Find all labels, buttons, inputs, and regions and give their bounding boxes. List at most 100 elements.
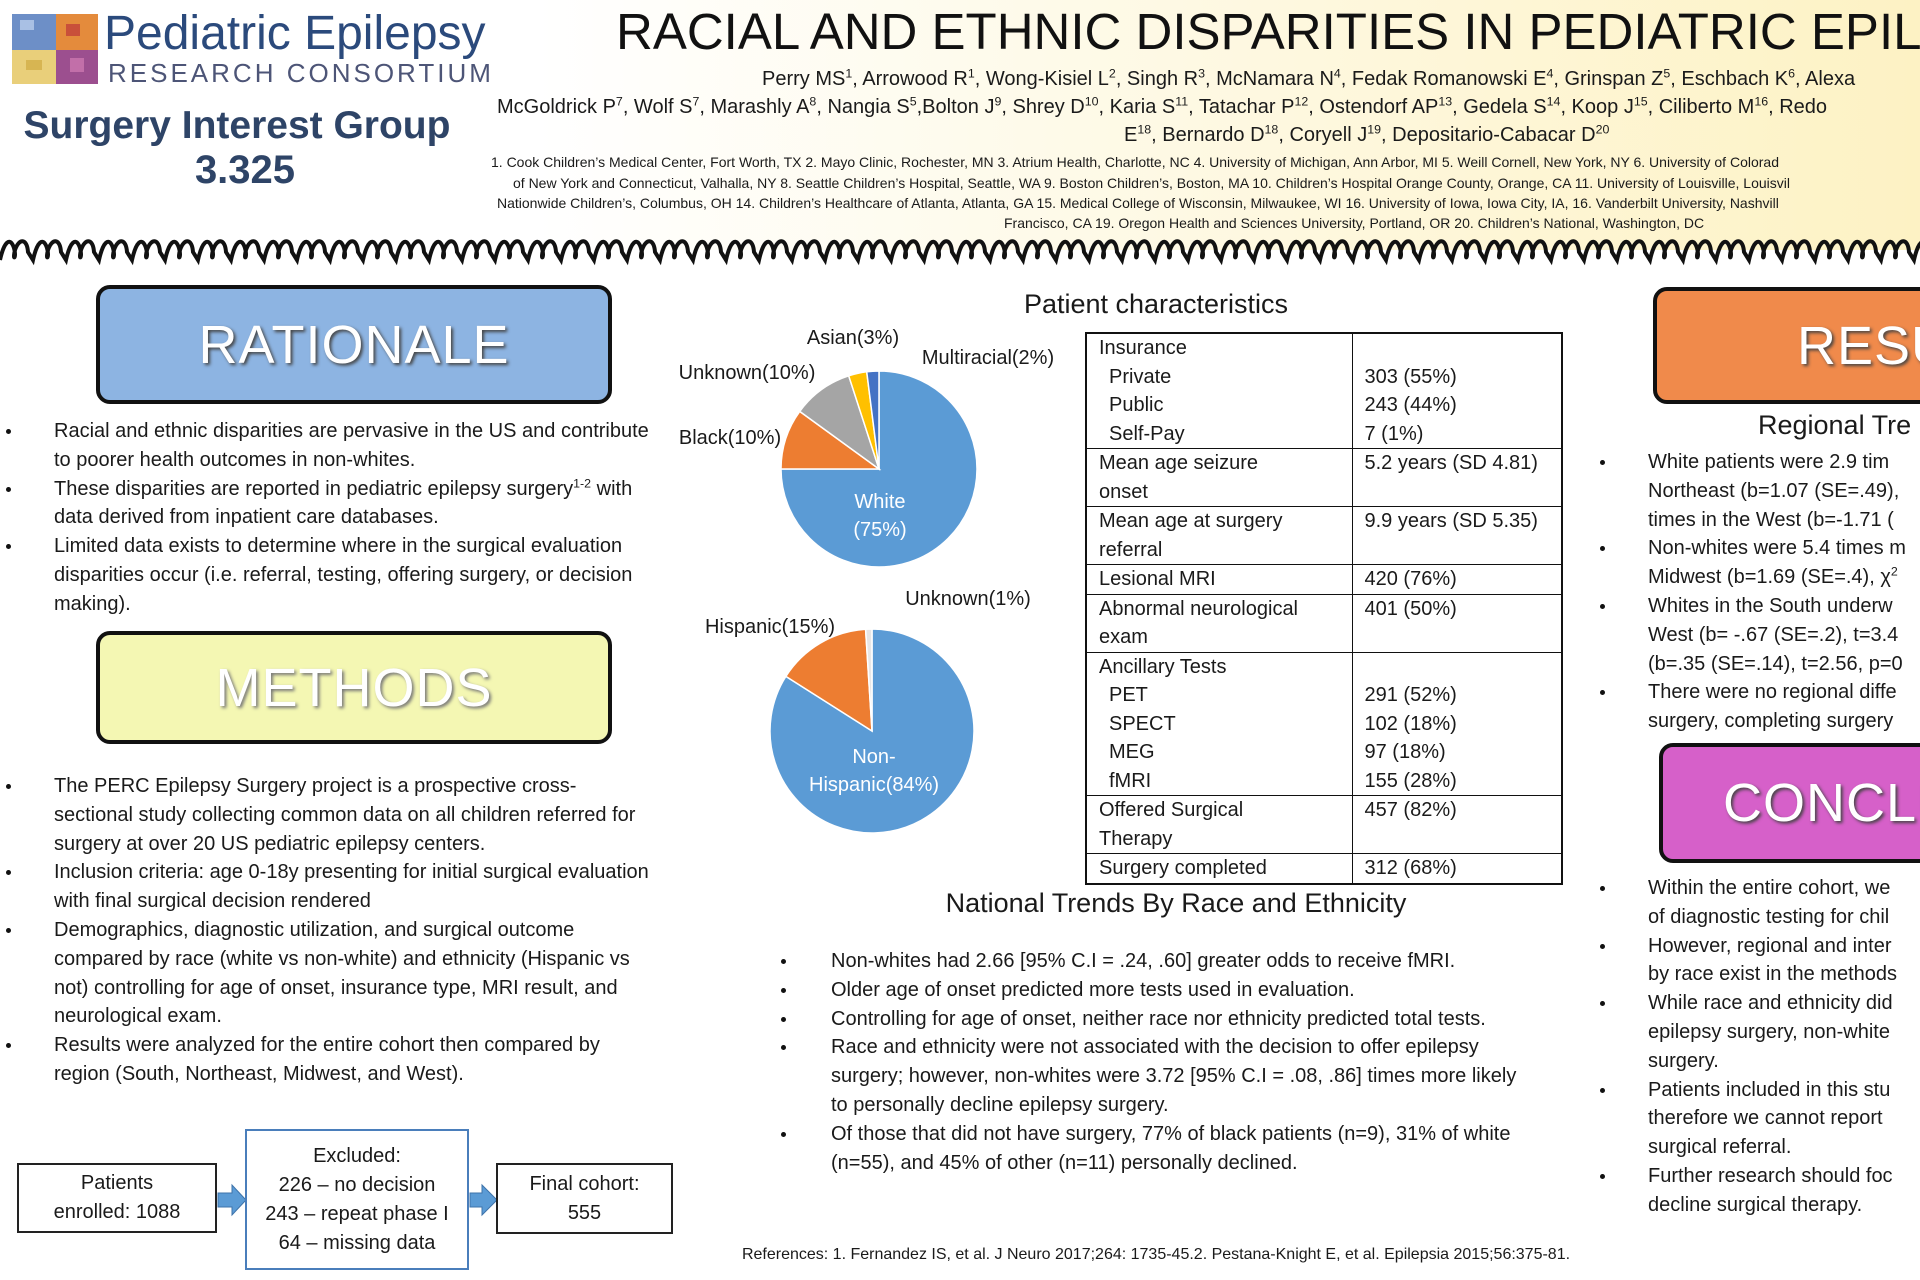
- bullet-line: Midwest (b=1.69 (SE=.4), χ2: [1648, 563, 1920, 592]
- author-sup: 10: [1084, 94, 1099, 109]
- bullet: Limited data exists to determine where i…: [6, 532, 654, 618]
- bullet-text: However, regional and inter: [1648, 934, 1892, 957]
- author-sup: 13: [1438, 94, 1453, 109]
- item-value: 102 (18%): [1364, 712, 1457, 735]
- item-label: SPECT: [1109, 712, 1176, 735]
- bullet-text: These disparities are reported in pediat…: [54, 477, 574, 500]
- author: , Nangia S: [816, 96, 910, 118]
- national-title: National Trends By Race and Ethnicity: [945, 888, 1407, 918]
- bullet: Within the entire cohort, we of diagnosti…: [1600, 874, 1920, 932]
- poster-title: RACIAL AND ETHNIC DISPARITIES IN PEDIATR…: [616, 3, 1920, 60]
- author-sup: 9: [994, 94, 1002, 109]
- bullet-line: Whites in the South underw: [1648, 592, 1920, 621]
- logo-subtitle: RESEARCH CONSORTIUM: [108, 58, 494, 88]
- row-value: 312 (68%): [1364, 857, 1457, 879]
- table-row: Abnormal neurological exam 401 (50%): [1085, 593, 1563, 653]
- conclusions-list: Within the entire cohort, we of diagnosti…: [1600, 874, 1920, 1220]
- table-row: Mean age at surgery referral 9.9 years (S…: [1085, 506, 1563, 565]
- bullet-text: with data derived from inpatient care da…: [54, 477, 633, 529]
- pie-label: Multiracial(2%): [922, 344, 1054, 372]
- row-label-cell: Lesional MRI: [1085, 564, 1353, 595]
- author-sup: 15: [1633, 94, 1648, 109]
- author-line: McGoldrick P7, Wolf S7, Marashly A8, Nan…: [497, 94, 1827, 119]
- flow-final: Final cohort: 555: [496, 1163, 673, 1234]
- bullet-line: There were no regional diffe: [1648, 678, 1920, 707]
- bullet-line: therefore we cannot report: [1648, 1104, 1920, 1133]
- results-list: White patients were 2.9 tim Northeast (b=…: [1600, 448, 1920, 736]
- author-sup: 1: [845, 66, 853, 81]
- bullet-text: Of those that did not have surgery, 77% …: [831, 1122, 1511, 1174]
- author-sup: 16: [1754, 94, 1769, 109]
- author-sup: 11: [1175, 94, 1189, 109]
- bullet: The PERC Epilepsy Surgery project is a p…: [6, 772, 654, 858]
- bullet-text: Non-whites had 2.66 [95% C.I = .24, .60]…: [831, 950, 1456, 972]
- author: E: [1124, 124, 1138, 146]
- author-sup: 18: [1264, 122, 1279, 137]
- bullet-text: Patients included in this stu: [1648, 1078, 1891, 1101]
- table-row: Ancillary Tests PET SPECT MEG fMRI 291 (52%) 1…: [1085, 651, 1563, 796]
- bullet-line: epilepsy surgery, non-white: [1648, 1018, 1920, 1047]
- bullet-text: Non-whites were 5.4 times m: [1648, 537, 1906, 560]
- author-sup: 2: [1108, 66, 1116, 81]
- pie-label: Unknown(1%): [905, 585, 1031, 613]
- author: , Wolf S: [622, 96, 693, 118]
- bullet-line: However, regional and inter: [1648, 932, 1920, 961]
- table-row: Offered Surgical Therapy 457 (82%): [1085, 795, 1563, 854]
- bullet-text: surgery, completing surgery: [1648, 710, 1894, 733]
- bullet-line: Northeast (b=1.07 (SE=.49),: [1648, 477, 1920, 506]
- methods-heading: METHODS: [96, 631, 612, 744]
- author: , Singh R: [1115, 68, 1199, 90]
- row-value-cell: 401 (50%): [1351, 593, 1563, 653]
- row-label-cell: Ancillary Tests PET SPECT MEG fMRI: [1085, 651, 1353, 796]
- author-sup: 19: [1367, 122, 1382, 137]
- affiliation-line: 1. Cook Children’s Medical Center, Fort …: [491, 154, 1779, 170]
- affiliation-line: Francisco, CA 19. Oregon Health and Scie…: [1004, 215, 1705, 231]
- item-label: fMRI: [1109, 769, 1152, 792]
- author: , Wong-Kisiel L: [974, 68, 1109, 90]
- bullet-text: therefore we cannot report: [1648, 1107, 1883, 1130]
- pie-label-value: (10%): [762, 362, 816, 384]
- affiliation-line: of New York and Connecticut, Valhalla, N…: [513, 175, 1791, 191]
- author-sup: 18: [1137, 122, 1152, 137]
- row-label-cell: Mean age seizure onset: [1085, 448, 1353, 507]
- bullet-text: Limited data exists to determine where i…: [54, 535, 633, 615]
- pie-label: Hispanic(15%): [705, 613, 835, 641]
- author: , Shrey D: [1001, 96, 1085, 118]
- rationale-list: Racial and ethnic disparities are pervas…: [6, 417, 654, 619]
- bullet-text: of diagnostic testing for chil: [1648, 905, 1890, 928]
- author-line: E18, Bernardo D18, Coryell J19, Deposita…: [1124, 122, 1610, 147]
- bullet-text: Race and ethnicity were not associated w…: [831, 1036, 1517, 1116]
- pie-label-value: (3%): [856, 327, 900, 349]
- pie-label-category: Multiracial: [921, 347, 1012, 369]
- bullet-text: White patients were 2.9 tim: [1648, 451, 1890, 473]
- flow-enrolled: Patients enrolled: 1088: [17, 1163, 217, 1233]
- bullet-line: (b=.35 (SE=.14), t=2.56, p=0: [1648, 650, 1920, 679]
- row-label: Offered Surgical Therapy: [1099, 799, 1244, 850]
- pie-slice: [780, 370, 978, 568]
- item-value: 7 (1%): [1364, 422, 1424, 445]
- author: , Eschbach K: [1670, 68, 1789, 90]
- flow-line: Final cohort:: [529, 1172, 640, 1195]
- bullet-text: decline surgical therapy.: [1648, 1193, 1863, 1216]
- pie-label-value: (84%): [885, 774, 940, 796]
- author-sup: 20: [1595, 122, 1610, 137]
- bullet-text: surgical referral.: [1648, 1136, 1792, 1159]
- bullet-text: Within the entire cohort, we: [1648, 877, 1891, 899]
- author-sup: 1: [967, 66, 975, 81]
- bullet-text: Midwest (b=1.69 (SE=.4), χ: [1648, 566, 1891, 589]
- bullet-text: (b=.35 (SE=.14), t=2.56, p=0: [1648, 652, 1903, 675]
- author: Perry MS: [762, 68, 846, 90]
- table-row: Mean age seizure onset 5.2 years (SD 4.81…: [1085, 448, 1563, 507]
- flow-line: enrolled: 1088: [53, 1201, 181, 1223]
- row-label: Mean age at surgery referral: [1099, 510, 1283, 561]
- bullet-text: Northeast (b=1.07 (SE=.49),: [1648, 479, 1900, 502]
- bullet-text: There were no regional diffe: [1648, 681, 1897, 704]
- flow-line: Patients: [80, 1172, 154, 1194]
- item-value: 155 (28%): [1364, 769, 1457, 792]
- row-label-cell: Abnormal neurological exam: [1085, 593, 1353, 653]
- table-row: Lesional MRI 420 (76%): [1085, 564, 1563, 595]
- bullet-text: times in the West (b=-1.71 (: [1648, 508, 1894, 531]
- affiliation-line: Nationwide Children’s, Columbus, OH 14. …: [497, 195, 1779, 211]
- bullet: Controlling for age of onset, neither ra…: [781, 1005, 1526, 1034]
- bullet: Inclusion criteria: age 0-18y presenting…: [6, 858, 654, 916]
